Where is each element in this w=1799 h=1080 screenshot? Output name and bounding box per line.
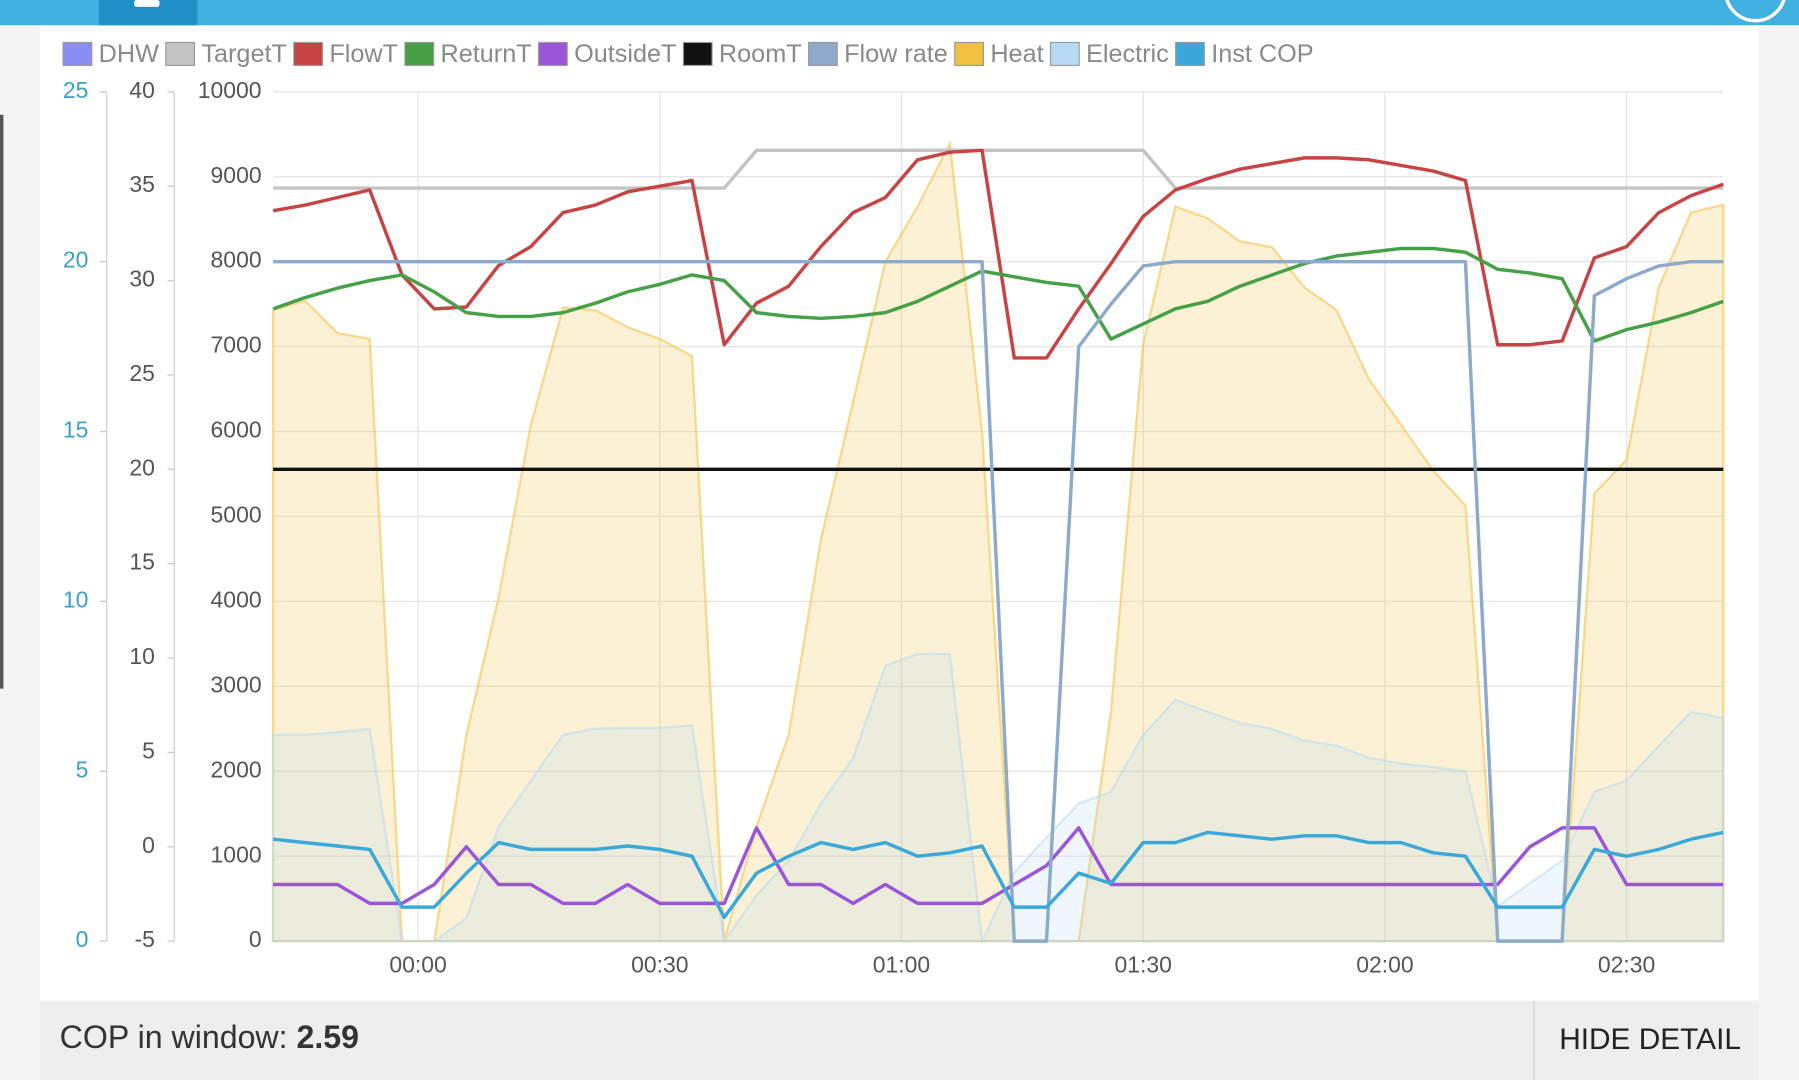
x-tick-label: 02:30 bbox=[1598, 951, 1655, 977]
legend-swatch bbox=[293, 41, 324, 66]
legend-swatch bbox=[807, 41, 838, 66]
line bbox=[272, 246, 1724, 343]
footer-bar bbox=[40, 1000, 1759, 1080]
legend-label: Flow rate bbox=[844, 40, 948, 68]
legend-swatch bbox=[62, 41, 93, 66]
legend-label: FlowT bbox=[329, 40, 398, 68]
y3-tick-label: 10 bbox=[63, 586, 89, 612]
x-tick-label: 01:00 bbox=[873, 951, 930, 977]
legend-swatch bbox=[1175, 41, 1205, 66]
legend-swatch bbox=[404, 41, 435, 66]
y3-tick-label: 5 bbox=[76, 756, 89, 782]
y2-tick-label: 25 bbox=[129, 360, 155, 386]
y3-tick-label: 25 bbox=[63, 77, 89, 103]
y3-tick-label: 20 bbox=[63, 247, 89, 273]
cop-value: 2.59 bbox=[297, 1019, 360, 1055]
profile-button[interactable] bbox=[1725, 0, 1786, 23]
x-tick-label: 00:00 bbox=[389, 951, 446, 977]
line bbox=[273, 148, 1724, 190]
x-tick-label: 01:30 bbox=[1114, 951, 1171, 977]
legend-swatch bbox=[1049, 41, 1080, 66]
line bbox=[272, 830, 1724, 920]
y-tick-label: 10000 bbox=[198, 77, 262, 103]
y2-tick-label: 30 bbox=[129, 266, 155, 292]
y2-tick-label: 5 bbox=[142, 737, 155, 763]
cop-label: COP in window: bbox=[60, 1019, 288, 1055]
x-tick-label: 00:30 bbox=[631, 951, 688, 977]
legend-label: RoomT bbox=[719, 40, 802, 68]
hide-detail-button[interactable]: HIDE DETAIL bbox=[1559, 1023, 1741, 1056]
y2-tick-label: 35 bbox=[129, 171, 155, 197]
x-tick-label: 02:00 bbox=[1356, 951, 1413, 977]
top-bar bbox=[0, 0, 1799, 26]
plot: 0100020003000400050006000700080009000100… bbox=[62, 40, 1725, 977]
y2-tick-label: -5 bbox=[134, 926, 154, 952]
y2-tick-label: 10 bbox=[129, 643, 155, 669]
y-tick-label: 5000 bbox=[211, 502, 262, 528]
legend-label: Electric bbox=[1086, 40, 1169, 68]
y2-tick-label: 0 bbox=[142, 832, 155, 858]
legend-swatch bbox=[537, 41, 568, 66]
y-tick-label: 6000 bbox=[211, 417, 262, 443]
y2-tick-label: 20 bbox=[129, 454, 155, 480]
area bbox=[271, 652, 1725, 946]
y2-tick-label: 15 bbox=[129, 549, 155, 575]
legend-label: OutsideT bbox=[574, 40, 676, 68]
y-tick-label: 4000 bbox=[211, 586, 262, 612]
y3-tick-label: 15 bbox=[63, 417, 89, 443]
legend-swatch bbox=[165, 41, 196, 66]
cop-summary: COP in window: 2.59 bbox=[60, 1019, 359, 1055]
y-tick-label: 1000 bbox=[211, 841, 262, 867]
legend-label: Inst COP bbox=[1211, 40, 1313, 68]
legend-label: DHW bbox=[99, 40, 159, 68]
y-tick-label: 2000 bbox=[211, 756, 262, 782]
legend-label: TargetT bbox=[201, 40, 287, 68]
line bbox=[273, 259, 1724, 943]
tab-icon bbox=[134, 0, 160, 7]
legend-swatch bbox=[682, 41, 713, 66]
y-tick-label: 8000 bbox=[211, 247, 262, 273]
y3-tick-label: 0 bbox=[76, 926, 89, 952]
y-tick-label: 9000 bbox=[211, 162, 262, 188]
y-tick-label: 0 bbox=[249, 926, 262, 952]
legend-label: ReturnT bbox=[441, 40, 532, 68]
y2-tick-label: 40 bbox=[129, 77, 155, 103]
y-tick-label: 7000 bbox=[211, 332, 262, 358]
legend-swatch bbox=[954, 41, 985, 66]
legend-label: Heat bbox=[990, 40, 1043, 68]
side-edge bbox=[0, 114, 4, 689]
y-tick-label: 3000 bbox=[211, 671, 262, 697]
